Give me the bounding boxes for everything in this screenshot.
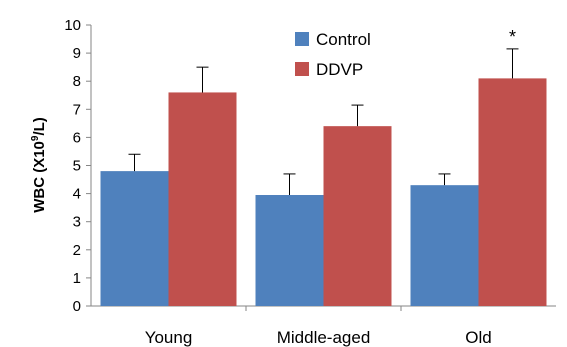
y-ticks: 0 1 2 3 4 5 6 7 8 9 10 xyxy=(64,17,91,315)
y-tick-label: 2 xyxy=(73,242,81,259)
legend-label: DDVP xyxy=(316,60,363,79)
x-categories: Young Middle-aged Old xyxy=(145,306,492,347)
y-tick-label: 5 xyxy=(73,158,81,175)
bar xyxy=(323,126,392,306)
y-tick-label: 9 xyxy=(73,45,81,62)
legend-swatch xyxy=(295,62,309,76)
y-tick-label: 7 xyxy=(73,101,81,118)
bars xyxy=(100,48,547,306)
y-tick-label: 4 xyxy=(73,186,81,203)
y-tick-label: 1 xyxy=(73,270,81,287)
significance-marker: * xyxy=(509,27,516,47)
y-tick-label: 3 xyxy=(73,214,81,231)
bar xyxy=(255,195,324,306)
y-axis-label-tail: /L) xyxy=(31,117,48,135)
legend: Control DDVP xyxy=(295,30,371,79)
y-axis-label-main: WBC (X10 xyxy=(31,141,48,213)
legend-label: Control xyxy=(316,30,371,49)
y-tick-label: 8 xyxy=(73,73,81,90)
y-tick-label: 6 xyxy=(73,129,81,146)
legend-swatch xyxy=(295,32,309,46)
y-tick-label: 0 xyxy=(73,298,81,315)
annotations: * xyxy=(509,27,516,47)
x-category-label: Old xyxy=(465,328,491,347)
y-axis-label: WBC (X109/L) xyxy=(30,117,48,213)
bar xyxy=(168,92,237,306)
x-category-label: Middle-aged xyxy=(277,328,371,347)
bar xyxy=(100,171,169,306)
y-tick-label: 10 xyxy=(64,17,81,34)
x-category-label: Young xyxy=(145,328,193,347)
y-axis-label-sup: 9 xyxy=(30,135,41,141)
bar xyxy=(478,78,547,306)
bar xyxy=(410,185,479,306)
